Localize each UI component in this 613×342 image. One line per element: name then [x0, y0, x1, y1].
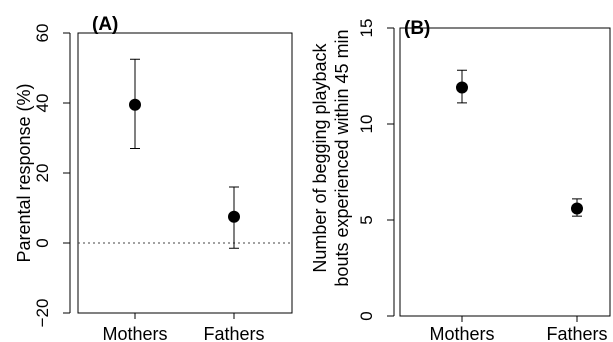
- panel-b-x-tick-label-mothers: Mothers: [429, 324, 494, 342]
- panel-b-y-tick-label: 5: [357, 215, 376, 224]
- panel-b-point-fathers: [571, 202, 583, 215]
- panel-b-y-tick-label: 15: [357, 19, 376, 38]
- panel-a-plot-frame: [77, 32, 293, 314]
- panel-a-point-mothers: [129, 98, 141, 111]
- panel-b-plot-frame: [399, 27, 611, 317]
- panel-a-y-tick-label: −20: [33, 299, 52, 328]
- panel-a-point-fathers: [228, 210, 240, 223]
- panel-a-y-tick-label: 0: [33, 238, 52, 247]
- panel-b-x-tick-label-fathers: Fathers: [546, 324, 607, 342]
- panel-a-y-tick-label: 60: [33, 24, 52, 43]
- panel-b-y-axis-title-line-1: Number of begging playback: [310, 42, 330, 272]
- panel-b-y-tick-label: 10: [357, 115, 376, 134]
- panel-a-y-axis-title: Parental response (%): [14, 83, 34, 262]
- panel-b-label: (B): [404, 18, 430, 39]
- panel-a-y-tick-label: 20: [33, 164, 52, 183]
- panel-b-y-tick-label: 0: [357, 311, 376, 320]
- panel-b: 0 5 10 15 Number of begging playback bouts ex…: [310, 18, 611, 342]
- panel-b-point-mothers: [456, 81, 468, 94]
- panel-b-y-axis-title-line-2: bouts experienced within 45 min: [332, 29, 352, 286]
- panel-a: −20 0 20 40 60 Parental response (%) Mothers Fa…: [14, 14, 293, 342]
- panel-a-y-tick-label: 40: [33, 94, 52, 113]
- panel-a-label: (A): [92, 14, 118, 35]
- panel-a-x-tick-label-fathers: Fathers: [203, 324, 264, 342]
- panel-a-x-tick-label-mothers: Mothers: [102, 324, 167, 342]
